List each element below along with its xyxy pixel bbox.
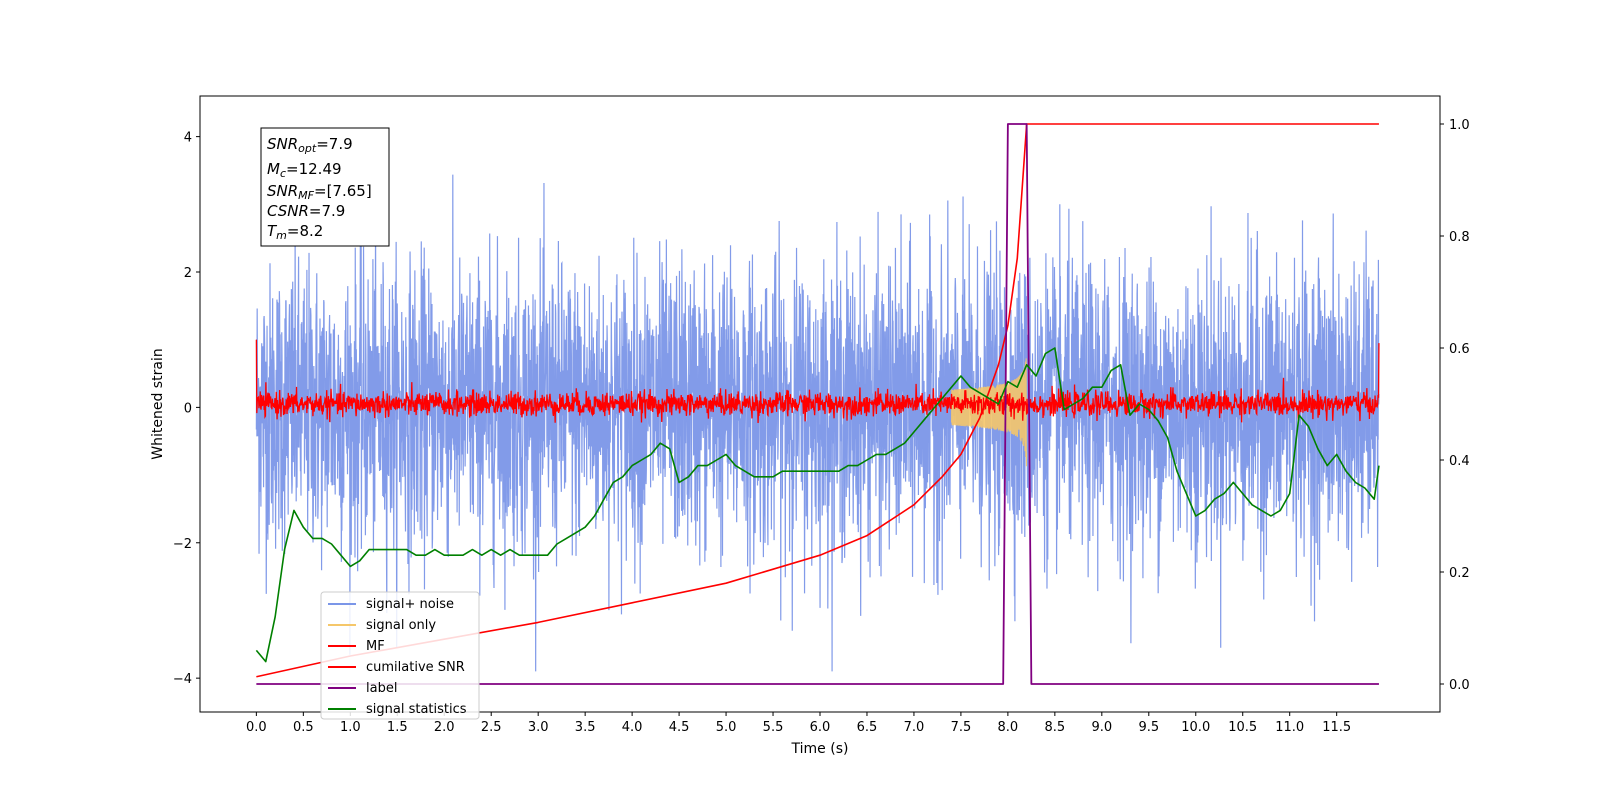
y2-tick-label: 0.4 xyxy=(1449,454,1470,469)
legend-label-cumulative-snr: cumilative SNR xyxy=(366,660,465,675)
info-snr-mf: SNRMF=[7.65] xyxy=(267,182,372,202)
y-axis-right: 1.0 0.8 0.6 0.4 0.2 0.0 xyxy=(1440,118,1470,693)
x-tick-label: 6.5 xyxy=(857,720,878,735)
x-tick-label: 5.0 xyxy=(716,720,737,735)
info-snr-opt: SNRopt=7.9 xyxy=(267,135,353,155)
x-tick-label: 1.5 xyxy=(387,720,408,735)
x-tick-label: 4.0 xyxy=(622,720,643,735)
series-cumulative-snr xyxy=(256,123,1379,678)
x-tick-label: 7.5 xyxy=(951,720,972,735)
info-csnr: CSNR=7.9 xyxy=(267,202,345,220)
legend-label-signal-statistics: signal statistics xyxy=(366,702,467,717)
y-tick-label: 2 xyxy=(184,266,192,281)
x-tick-label: 8.0 xyxy=(998,720,1019,735)
y-axis-label: Whitened strain xyxy=(150,348,166,459)
x-tick-label: 1.0 xyxy=(340,720,361,735)
info-mc: Mc=12.49 xyxy=(267,160,342,180)
legend-label-signal-noise: signal+ noise xyxy=(366,597,454,612)
series-signal-noise xyxy=(255,174,1380,672)
x-tick-label: 10.5 xyxy=(1228,720,1257,735)
y-tick-label: 4 xyxy=(184,131,192,146)
legend-frame xyxy=(320,591,480,720)
x-tick-label: 9.5 xyxy=(1138,720,1159,735)
x-tick-label: 6.0 xyxy=(810,720,831,735)
y2-tick-label: 0.0 xyxy=(1449,678,1470,693)
y-tick-label: −4 xyxy=(173,672,192,687)
x-tick-label: 10.0 xyxy=(1181,720,1210,735)
y2-tick-label: 0.8 xyxy=(1449,230,1470,245)
x-tick-label: 4.5 xyxy=(669,720,690,735)
x-tick-label: 9.0 xyxy=(1091,720,1112,735)
x-axis: 0.0 0.5 1.0 1.5 2.0 2.5 3.0 3.5 4.0 4.5 5.0 5.5 6.0 6… xyxy=(246,712,1351,735)
y2-tick-label: 1.0 xyxy=(1449,118,1470,133)
info-tm: Tm=8.2 xyxy=(267,222,323,242)
legend-label-label: label xyxy=(366,681,397,696)
y-tick-label: −2 xyxy=(173,537,192,552)
plot-area xyxy=(255,123,1380,685)
x-tick-label: 0.5 xyxy=(293,720,314,735)
series-mf xyxy=(255,339,1380,424)
x-tick-label: 11.5 xyxy=(1322,720,1351,735)
info-box-frame xyxy=(260,127,390,247)
x-tick-label: 0.0 xyxy=(246,720,267,735)
legend-item-label: label xyxy=(328,681,397,696)
x-tick-label: 3.5 xyxy=(575,720,596,735)
legend-item-cumulative-snr: cumilative SNR xyxy=(328,660,465,675)
x-tick-label: 5.5 xyxy=(763,720,784,735)
series-label xyxy=(256,123,1379,685)
x-tick-label: 8.5 xyxy=(1045,720,1066,735)
x-tick-label: 7.0 xyxy=(904,720,925,735)
y2-tick-label: 0.6 xyxy=(1449,342,1470,357)
legend-item-signal-statistics: signal statistics xyxy=(328,702,467,717)
legend-item-signal-only: signal only xyxy=(328,618,436,633)
legend-item-mf: MF xyxy=(328,639,385,654)
info-box: SNRopt=7.9 Mc=12.49 SNRMF=[7.65] CSNR=7.… xyxy=(260,127,390,247)
legend-label-signal-only: signal only xyxy=(366,618,436,633)
y2-tick-label: 0.2 xyxy=(1449,566,1470,581)
legend: signal+ noise signal only MF cumilative … xyxy=(320,591,480,720)
series-signal-statistics xyxy=(255,347,1380,663)
series-signal-only xyxy=(951,358,1028,467)
x-tick-label: 3.0 xyxy=(528,720,549,735)
y-tick-label: 0 xyxy=(184,401,192,416)
y-axis-left: 4 2 0 −2 −4 xyxy=(173,131,200,687)
x-tick-label: 2.0 xyxy=(434,720,455,735)
x-axis-label: Time (s) xyxy=(791,741,849,757)
legend-item-signal-noise: signal+ noise xyxy=(328,597,454,612)
x-tick-label: 11.0 xyxy=(1275,720,1304,735)
legend-label-mf: MF xyxy=(366,639,385,654)
x-tick-label: 2.5 xyxy=(481,720,502,735)
